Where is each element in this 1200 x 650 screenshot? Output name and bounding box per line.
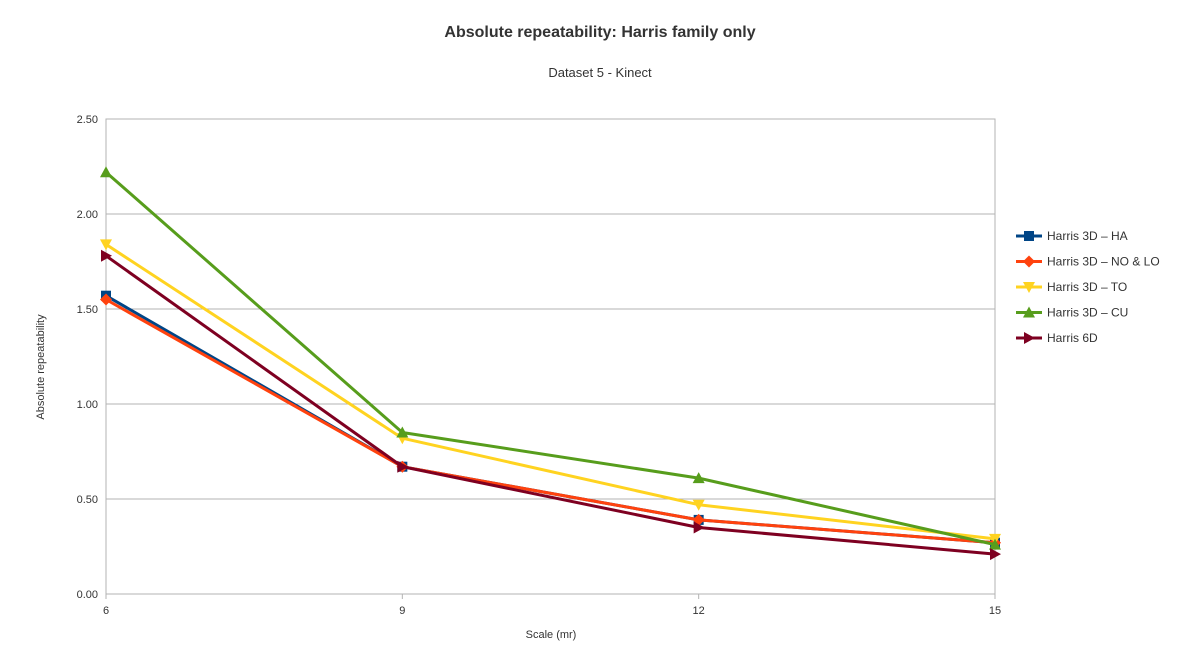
- series-4: [100, 166, 1001, 550]
- data-point: [989, 538, 1001, 550]
- legend-label: Harris 3D – CU: [1047, 306, 1128, 320]
- legend-label: Harris 6D: [1047, 331, 1098, 345]
- legend-label: Harris 3D – HA: [1047, 229, 1128, 243]
- x-tick-label: 15: [989, 605, 1001, 617]
- data-point: [396, 426, 409, 438]
- data-point: [100, 239, 112, 251]
- series-line: [105, 298, 996, 545]
- x-tick-label: 9: [399, 605, 405, 617]
- data-point: [101, 249, 112, 262]
- data-point: [100, 166, 112, 178]
- legend-item: Harris 6D: [1016, 331, 1098, 345]
- chart-title: Absolute repeatability: Harris family on…: [444, 24, 755, 41]
- y-tick-label: 1.00: [77, 399, 98, 411]
- series-2: [100, 293, 1001, 549]
- x-tick-label: 12: [693, 605, 705, 617]
- legend-item: Harris 3D – NO & LO: [1016, 255, 1160, 269]
- series-group: [100, 166, 1001, 561]
- legend-label: Harris 3D – TO: [1047, 280, 1127, 294]
- legend-swatch-marker: [1023, 255, 1035, 268]
- data-point: [990, 548, 1001, 561]
- series-5: [101, 249, 1001, 561]
- legend-item: Harris 3D – TO: [1016, 280, 1127, 294]
- legend-swatch-marker: [1024, 231, 1034, 241]
- y-tick-label: 2.00: [77, 209, 98, 221]
- chart-subtitle: Dataset 5 - Kinect: [548, 65, 652, 80]
- legend-swatch-marker: [1023, 306, 1035, 318]
- grid: [105, 118, 996, 595]
- y-tick-label: 0.00: [77, 589, 98, 601]
- y-tick-label: 1.50: [77, 304, 98, 316]
- data-point: [397, 460, 409, 473]
- data-point: [693, 521, 705, 534]
- series-line: [105, 254, 996, 556]
- axes: 0.00 0.50 1.00 1.50 2.00 2.50 6 9 12 15: [77, 114, 1002, 617]
- data-point: [100, 293, 112, 306]
- data-point: [692, 499, 705, 511]
- legend-label: Harris 3D – NO & LO: [1047, 255, 1160, 269]
- x-axis-label: Scale (mr): [526, 629, 577, 641]
- legend-item: Harris 3D – CU: [1016, 306, 1128, 320]
- series-line: [105, 171, 996, 547]
- legend-swatch-marker: [1023, 282, 1035, 293]
- legend: Harris 3D – HA Harris 3D – NO & LO Harris …: [1016, 229, 1160, 345]
- legend-swatch-marker: [1024, 332, 1035, 344]
- legend-item: Harris 3D – HA: [1016, 229, 1128, 243]
- y-tick-label: 0.50: [77, 494, 98, 506]
- y-tick-label: 2.50: [77, 114, 98, 126]
- x-tick-label: 6: [103, 605, 109, 617]
- series-line: [105, 243, 996, 541]
- y-axis-label: Absolute repeatability: [35, 314, 47, 420]
- plot-area-border: [105, 118, 996, 595]
- data-point: [692, 472, 705, 484]
